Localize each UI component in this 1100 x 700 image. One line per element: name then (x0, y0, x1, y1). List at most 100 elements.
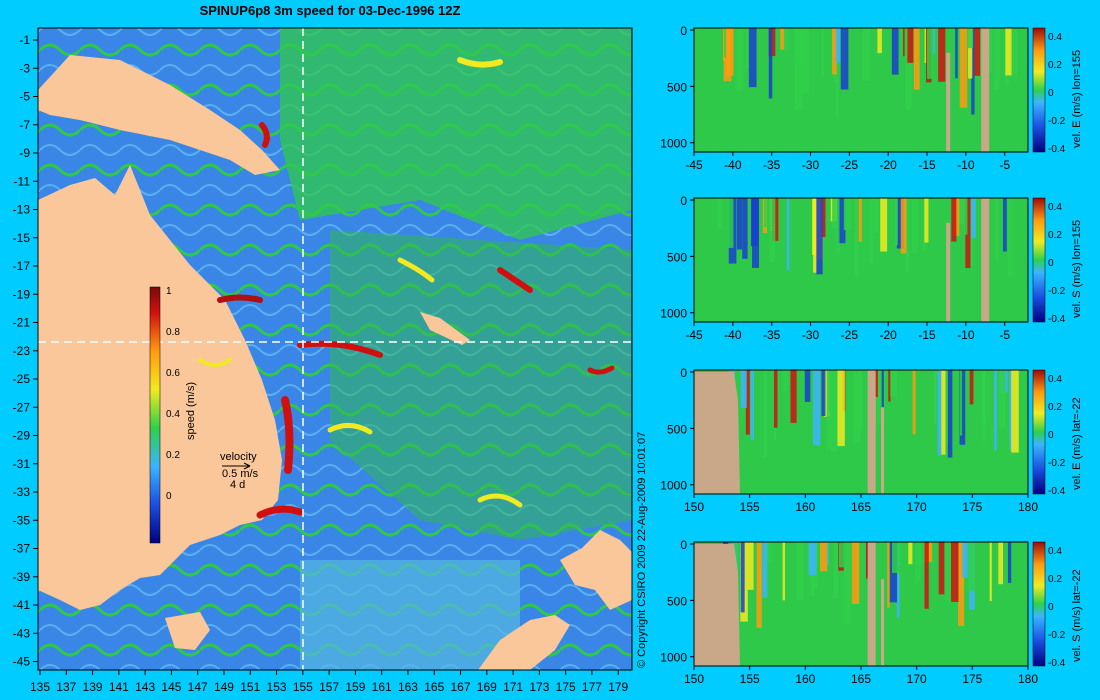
lat-tick-label: -35 (13, 513, 31, 527)
panel-colorbar (1032, 197, 1046, 323)
lon-tick-label: 159 (345, 680, 365, 694)
lat-tick-label: -37 (13, 542, 31, 556)
panel-x-tick: 160 (795, 672, 815, 686)
panel-y-tick: 500 (667, 250, 687, 264)
panel-y-tick: 1000 (660, 479, 687, 493)
panel-x-tick: 175 (962, 500, 982, 514)
speed-colorbar-label: speed (m/s) (185, 382, 197, 440)
speed-colorbar-tick: 0.8 (166, 327, 180, 338)
panel-y-tick: 0 (680, 24, 687, 38)
lat-tick-label: -43 (13, 626, 31, 640)
lon-tick-label: 167 (451, 680, 471, 694)
panel-x-tick: -40 (724, 328, 742, 342)
map-title: SPINUP6p8 3m speed for 03-Dec-1996 12Z (199, 3, 461, 18)
panel-colorbar-tick: -0.2 (1048, 116, 1066, 127)
panel-x-tick: -10 (957, 328, 975, 342)
panel-x-tick: 165 (851, 672, 871, 686)
speed-colorbar-tick: 0.2 (166, 450, 180, 461)
panel-y-tick: 1000 (660, 651, 687, 665)
panel-x-tick: -30 (802, 328, 820, 342)
panel-y-tick: 500 (667, 80, 687, 94)
panel-x-tick: -25 (841, 158, 859, 172)
panel-x-tick: 170 (907, 672, 927, 686)
lat-tick-label: -7 (19, 118, 30, 132)
lat-tick-label: -15 (13, 231, 31, 245)
panel-x-tick: 180 (1018, 500, 1038, 514)
lat-tick-label: -11 (14, 174, 31, 188)
panel-colorbar (1032, 27, 1046, 153)
panel-colorbar-tick: -0.4 (1048, 144, 1066, 155)
panel-y-tick: 1000 (660, 137, 687, 151)
lon-tick-label: 143 (135, 680, 155, 694)
panel-colorbar-tick: 0.2 (1048, 230, 1062, 241)
panel-x-tick: 155 (740, 500, 760, 514)
panel-colorbar-tick: 0 (1048, 88, 1054, 99)
panel-label: vel. S (m/s) lon=155 (1071, 220, 1083, 318)
panel-colorbar-tick: 0.4 (1048, 546, 1062, 557)
panel-x-tick: -35 (763, 158, 781, 172)
panel-x-tick: 150 (684, 500, 704, 514)
panel-x-tick: -45 (685, 158, 703, 172)
ocean-speed-map: 135 137 139 141 143 145 147 149 151 153 155 157 159 1… (13, 27, 633, 694)
lat-tick-label: -3 (19, 61, 30, 75)
panel-colorbar-tick: -0.4 (1048, 314, 1066, 325)
tasmania-landmass (165, 612, 210, 650)
new-caledonia-landmass (420, 312, 470, 345)
speed-colorbar-tick: 1 (166, 286, 172, 297)
panel-y-tick: 500 (667, 422, 687, 436)
velocity-key-duration: 4 d (230, 479, 245, 491)
panel-colorbar-tick: 0.2 (1048, 574, 1062, 585)
lat-tick-label: -9 (19, 146, 30, 160)
panel-y-tick: 0 (680, 194, 687, 208)
panel-x-tick: -15 (918, 158, 936, 172)
lat-tick-label: -19 (13, 287, 31, 301)
panel-x-tick: 160 (795, 500, 815, 514)
panel-colorbar-tick: -0.2 (1048, 286, 1066, 297)
panel-label: vel. E (m/s) lon=155 (1071, 50, 1083, 148)
panel-x-tick: -5 (999, 158, 1010, 172)
panel-label: vel. S (m/s) lat=-22 (1071, 569, 1083, 662)
panel-x-tick: -25 (841, 328, 859, 342)
panel-x-tick: -5 (999, 328, 1010, 342)
lon-tick-label: 165 (424, 680, 444, 694)
panel-x-tick: -40 (724, 158, 742, 172)
velocity-key-speed: 0.5 m/s (222, 468, 259, 480)
speed-colorbar-tick: 0.4 (166, 409, 180, 420)
lat-tick-label: -21 (13, 316, 31, 330)
panel-x-tick: -15 (918, 328, 936, 342)
lon-tick-label: 149 (214, 680, 234, 694)
panel-x-tick: -30 (802, 158, 820, 172)
panel-colorbar-tick: 0 (1048, 258, 1054, 269)
panel-y-tick: 0 (680, 366, 687, 380)
speed-colorbar-tick: 0.6 (166, 368, 180, 379)
lon-tick-label: 137 (56, 680, 76, 694)
panel-x-tick: -35 (763, 328, 781, 342)
lat-tick-label: -39 (13, 570, 31, 584)
lat-tick-label: -23 (13, 344, 31, 358)
panel-x-tick: -20 (880, 158, 898, 172)
panel-colorbar-tick: 0.4 (1048, 32, 1062, 43)
lat-tick-label: -1 (19, 33, 30, 47)
lat-tick-label: -31 (13, 457, 31, 471)
map-plot-area (37, 27, 633, 671)
lon-tick-label: 145 (161, 680, 181, 694)
lat-tick-label: -25 (13, 372, 31, 386)
lon-tick-label: 139 (83, 680, 103, 694)
lon-tick-label: 171 (503, 680, 523, 694)
panel-colorbar-tick: 0.2 (1048, 402, 1062, 413)
lon-tick-label: 177 (582, 680, 602, 694)
lon-tick-label: 173 (529, 680, 549, 694)
lon-tick-label: 169 (477, 680, 497, 694)
panel-x-tick: 170 (907, 500, 927, 514)
panel-colorbar-tick: -0.4 (1048, 658, 1066, 669)
lon-tick-label: 155 (293, 680, 313, 694)
new-zealand-north-landmass (560, 530, 632, 610)
panel-x-tick: -10 (957, 158, 975, 172)
lon-tick-label: 163 (398, 680, 418, 694)
lon-tick-label: 179 (608, 680, 628, 694)
panel-y-tick: 500 (667, 594, 687, 608)
new-guinea-landmass (38, 55, 280, 175)
